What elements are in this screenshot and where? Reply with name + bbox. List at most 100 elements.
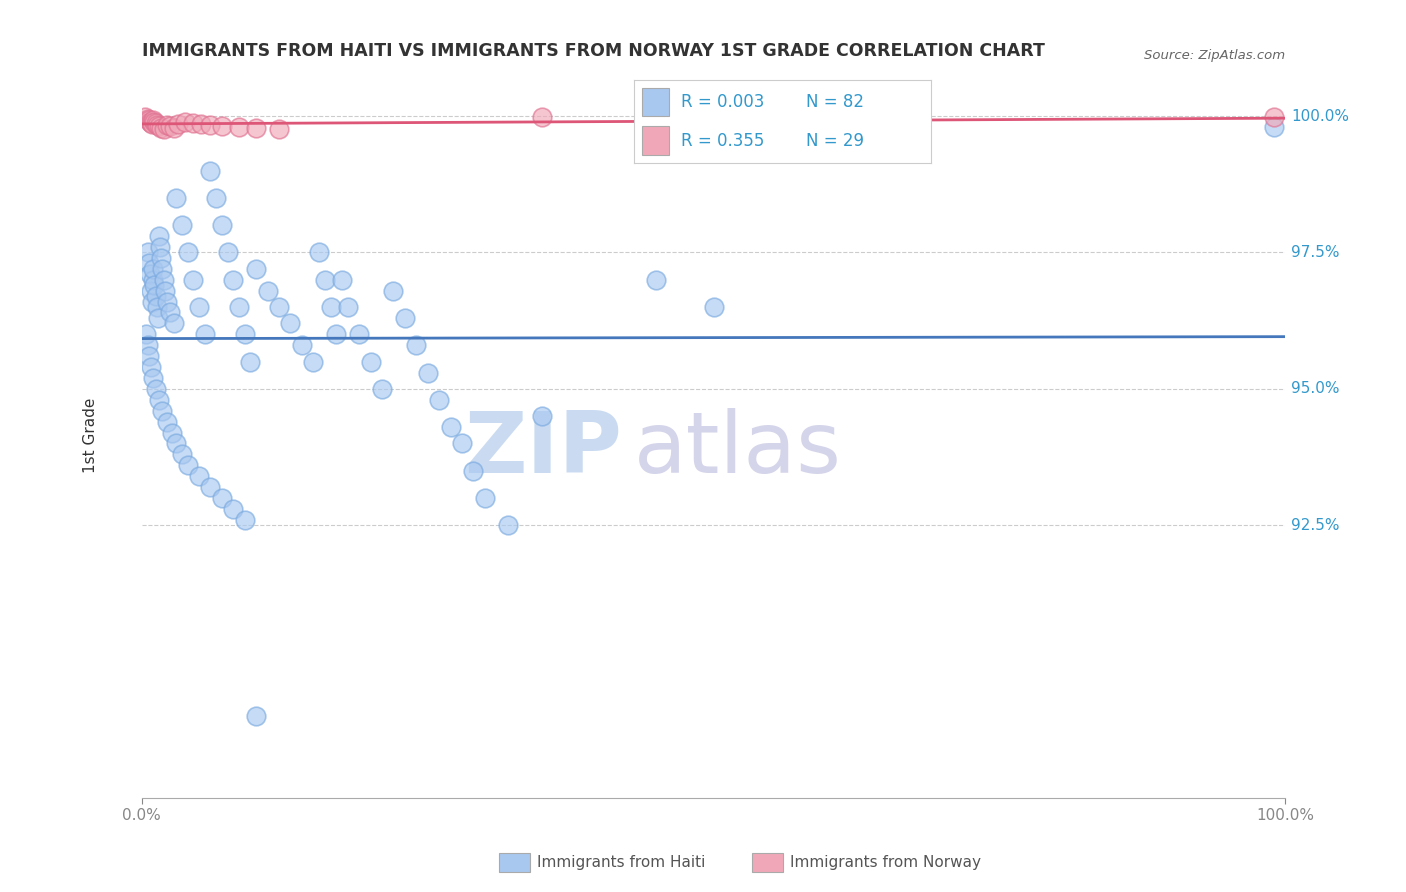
Point [150, 120, 173, 135]
Point [319, 300, 342, 314]
Point [1263, 120, 1285, 134]
Point [200, 163, 222, 178]
Point [245, 709, 267, 723]
Point [228, 300, 250, 314]
Point [347, 327, 370, 342]
Point [222, 502, 245, 516]
Point [145, 289, 167, 303]
Point [148, 392, 170, 407]
Point [145, 116, 167, 130]
Text: Immigrants from Norway: Immigrants from Norway [790, 855, 981, 870]
Point [205, 191, 228, 205]
Point [496, 518, 519, 533]
Point [136, 338, 159, 352]
Point [146, 310, 169, 325]
Point [139, 359, 162, 374]
Point [267, 300, 290, 314]
Point [188, 469, 211, 483]
Text: Source: ZipAtlas.com: Source: ZipAtlas.com [1144, 48, 1285, 62]
Point [176, 458, 198, 473]
Point [267, 122, 290, 136]
Point [416, 366, 439, 380]
Point [160, 425, 183, 440]
Text: ZIP: ZIP [464, 409, 621, 491]
Point [139, 115, 162, 129]
Point [150, 251, 173, 265]
Point [451, 436, 474, 450]
Point [703, 300, 725, 314]
Point [139, 114, 162, 128]
Point [134, 110, 156, 124]
Point [138, 349, 160, 363]
Text: 92.5%: 92.5% [1291, 517, 1340, 533]
Point [170, 447, 193, 461]
Point [145, 118, 167, 132]
Point [143, 115, 166, 129]
Point [302, 354, 325, 368]
Point [314, 273, 336, 287]
Point [200, 118, 222, 132]
Point [167, 117, 190, 131]
Point [136, 112, 159, 126]
Point [245, 261, 267, 276]
Point [142, 261, 165, 276]
Point [181, 273, 204, 287]
Text: IMMIGRANTS FROM HAITI VS IMMIGRANTS FROM NORWAY 1ST GRADE CORRELATION CHART: IMMIGRANTS FROM HAITI VS IMMIGRANTS FROM… [142, 42, 1045, 60]
Point [360, 354, 382, 368]
Point [156, 294, 179, 309]
Point [153, 284, 176, 298]
Point [148, 119, 170, 133]
Point [165, 436, 187, 450]
Point [141, 117, 163, 131]
Point [159, 120, 181, 134]
Point [163, 317, 186, 331]
Point [152, 403, 174, 417]
Text: 1st Grade: 1st Grade [83, 398, 98, 473]
Point [256, 284, 278, 298]
Point [222, 273, 245, 287]
Text: Immigrants from Haiti: Immigrants from Haiti [537, 855, 706, 870]
Point [138, 112, 160, 127]
Point [211, 491, 233, 505]
Point [176, 245, 198, 260]
Point [145, 382, 167, 396]
Point [371, 382, 394, 396]
Point [188, 300, 211, 314]
Point [152, 261, 174, 276]
Point [211, 218, 233, 232]
Text: 97.5%: 97.5% [1291, 245, 1340, 260]
Point [382, 284, 405, 298]
Point [463, 464, 485, 478]
Point [156, 118, 179, 132]
Point [280, 317, 302, 331]
Point [474, 491, 496, 505]
Point [156, 415, 179, 429]
Point [148, 229, 170, 244]
Point [308, 245, 330, 260]
Point [165, 191, 187, 205]
Point [190, 117, 212, 131]
Point [152, 273, 174, 287]
Point [245, 121, 267, 136]
Point [759, 112, 782, 126]
Point [149, 240, 172, 254]
Point [159, 305, 181, 319]
Point [325, 327, 347, 342]
Point [217, 245, 239, 260]
Point [170, 218, 193, 232]
Point [139, 268, 162, 282]
Text: 100.0%: 100.0% [1291, 109, 1350, 124]
Point [817, 112, 839, 127]
Point [427, 392, 450, 407]
Point [141, 294, 163, 309]
Text: atlas: atlas [634, 409, 842, 491]
Point [233, 513, 256, 527]
Point [138, 256, 160, 270]
Point [142, 371, 165, 385]
Point [405, 338, 427, 352]
Point [142, 113, 165, 128]
Point [145, 300, 167, 314]
Point [181, 115, 204, 129]
Point [163, 121, 186, 136]
Point [1263, 110, 1285, 124]
